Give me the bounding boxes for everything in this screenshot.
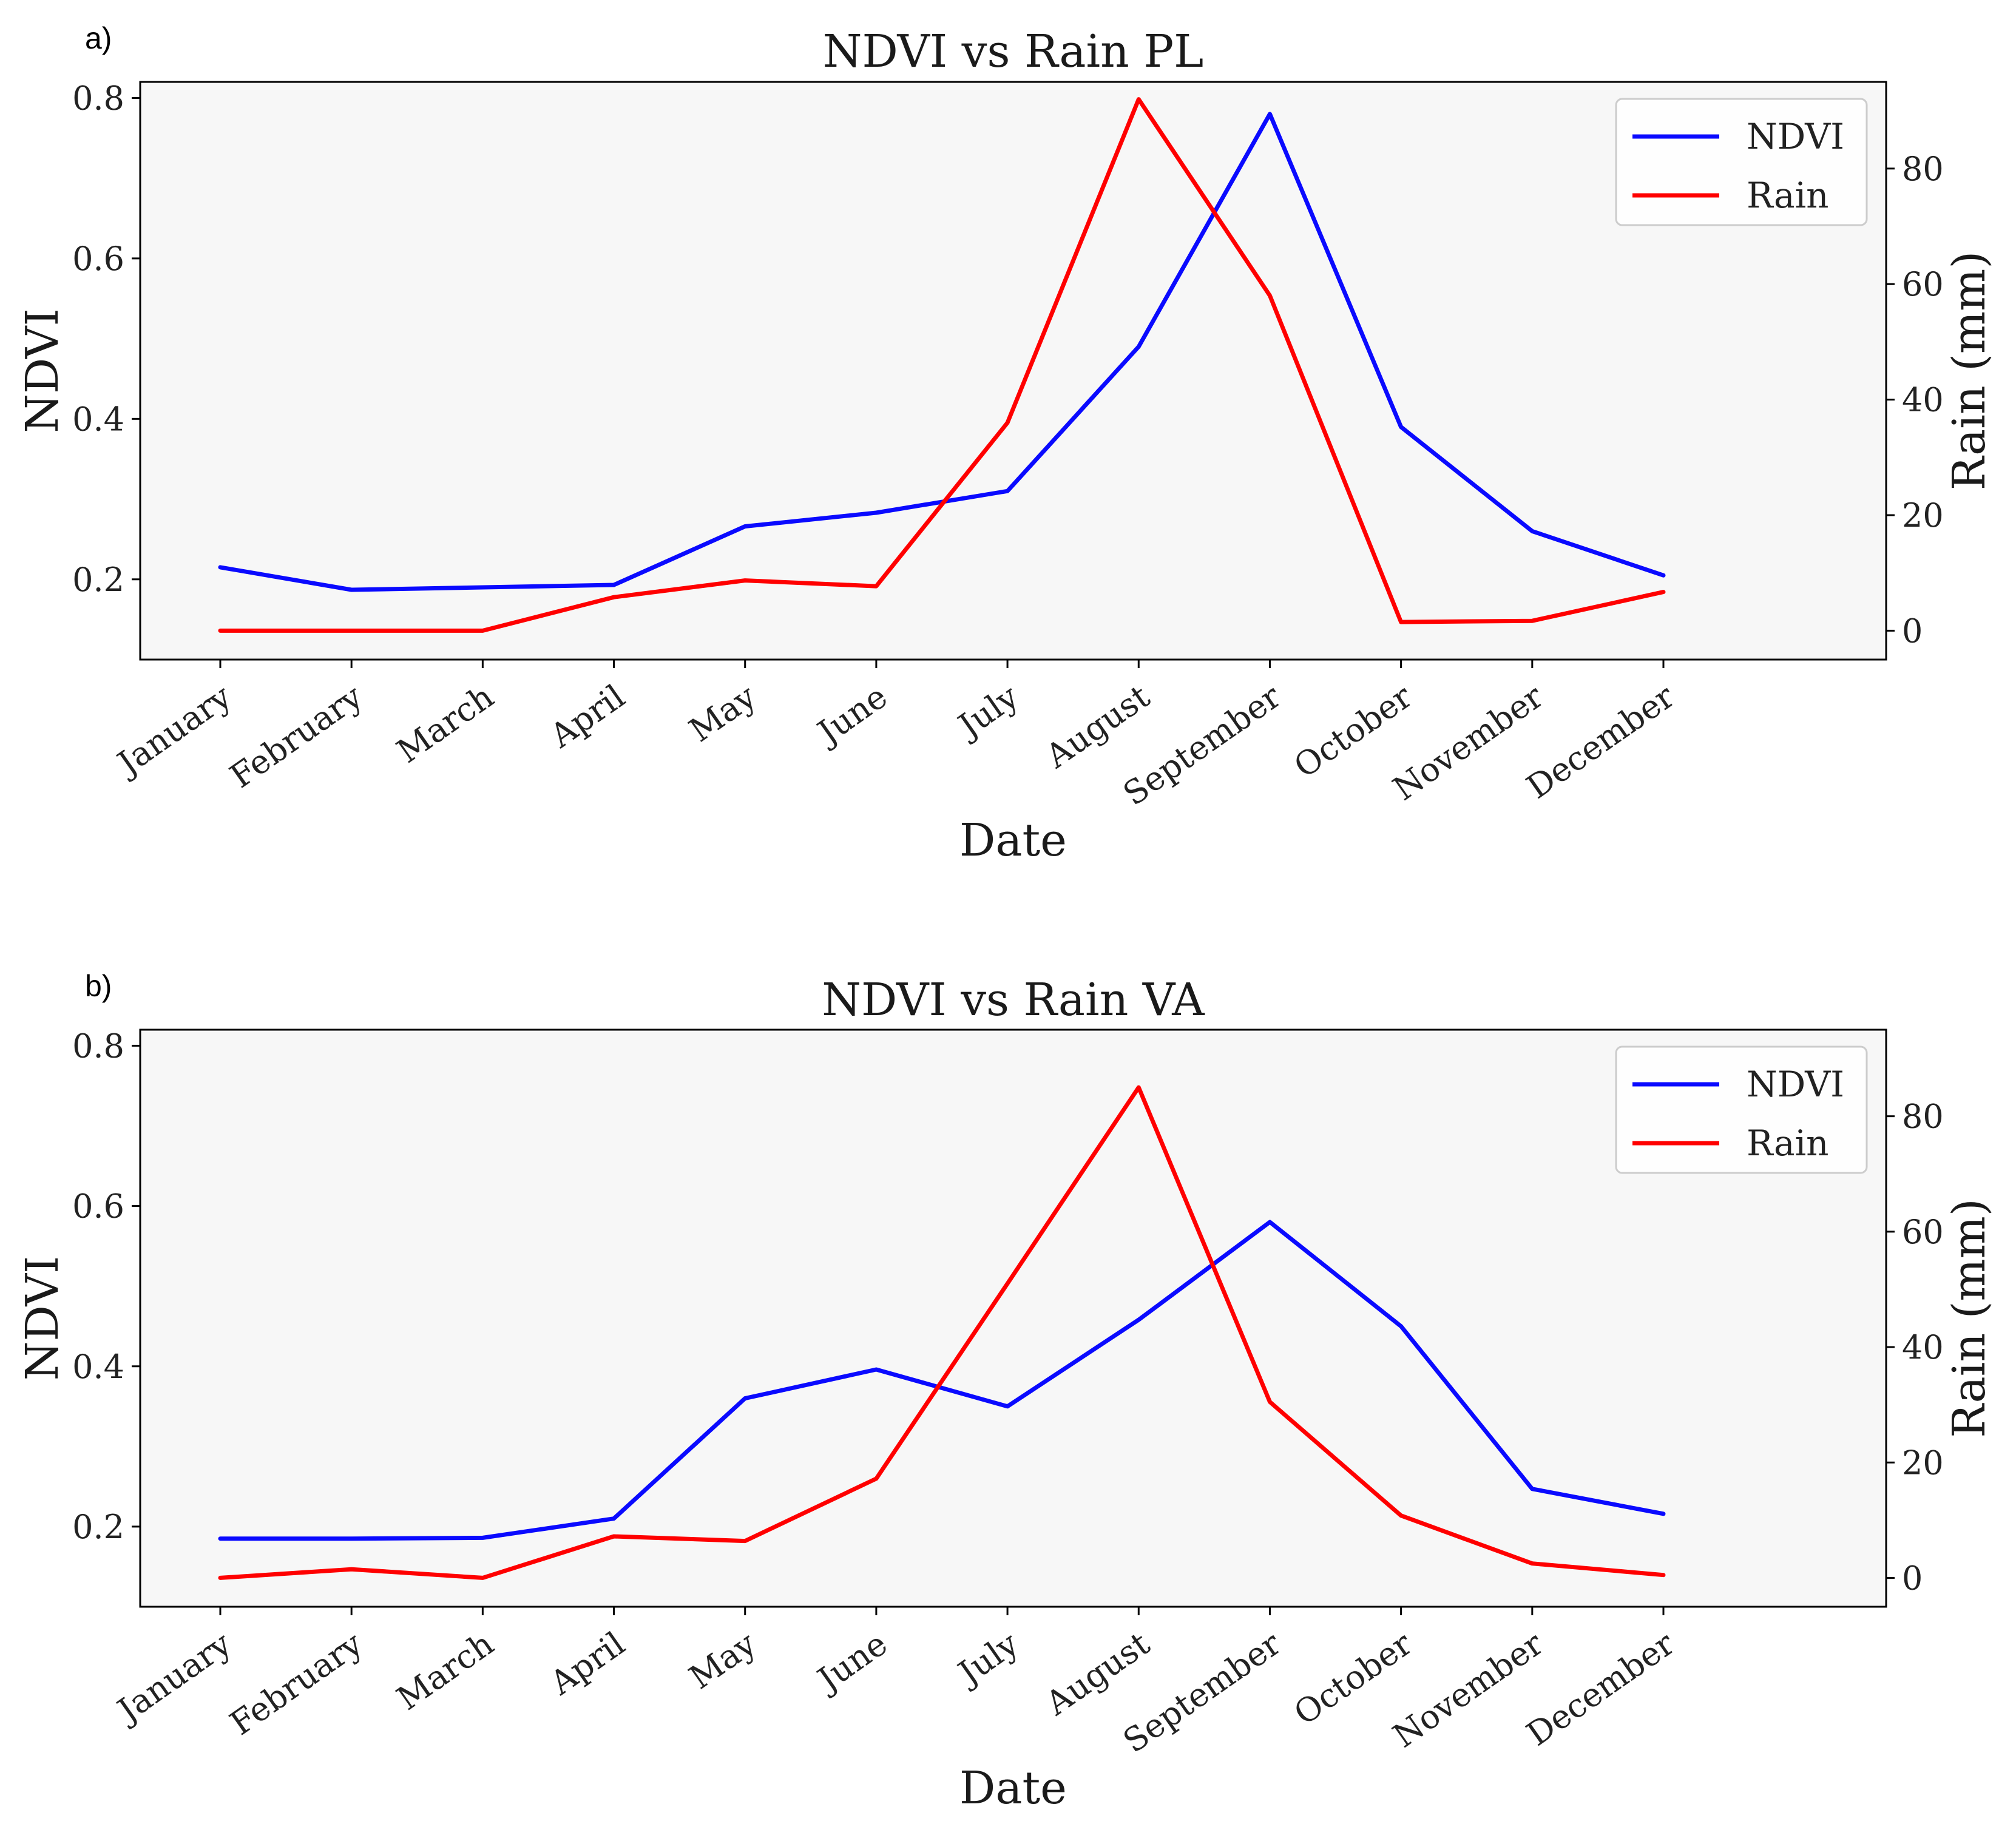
chart-panel-b: b) NDVI vs Rain VA 0.2 0.4 0.6 0.8 0 20 40 60 80 Ja…: [16, 969, 1995, 1814]
x-tick-label: May: [682, 677, 763, 750]
x-tick-label: June: [808, 677, 894, 753]
plot-area: [140, 1030, 1886, 1607]
y-tick-label: 0.6: [72, 240, 124, 278]
y2-tick-label: 20: [1902, 1444, 1944, 1482]
x-tick-label: March: [390, 1624, 501, 1718]
x-tick-label: March: [390, 677, 501, 771]
y2-tick-label: 0: [1902, 1559, 1923, 1597]
series-line-ndvi: [218, 1220, 1666, 1541]
x-tick-label: July: [949, 677, 1026, 747]
y-axis-label: NDVI: [16, 308, 69, 433]
x-tick-label: February: [223, 677, 370, 795]
y-tick-label: 0.8: [72, 79, 124, 117]
y2-tick-label: 40: [1902, 381, 1944, 419]
y2-tick-label: 20: [1902, 496, 1944, 535]
legend: NDVI Rain: [1615, 1045, 1868, 1174]
legend-label-ndvi: NDVI: [1747, 116, 1844, 157]
y2-axis-label: Rain (mm): [1943, 251, 1995, 490]
panel-label: a): [85, 21, 112, 55]
panel-label: b): [85, 969, 112, 1003]
y-tick-label: 0.4: [72, 400, 124, 438]
x-tick-label: November: [1386, 677, 1550, 808]
y-tick-label: 0.4: [72, 1348, 124, 1386]
y2-tick-label: 0: [1902, 612, 1923, 650]
chart-panel-a: a) NDVI vs Rain PL 0.2 0.4 0.6 0.8 0 20 40 60 80 Ja…: [16, 21, 1995, 866]
chart-title: NDVI vs Rain VA: [822, 974, 1205, 1026]
y-tick-label: 0.2: [72, 1508, 124, 1546]
x-tick-label: December: [1520, 1624, 1681, 1754]
series-line-rain: [218, 1085, 1666, 1580]
y2-tick-label: 60: [1902, 1213, 1944, 1251]
axes-frame: [139, 81, 1887, 661]
x-tick-label: July: [949, 1624, 1026, 1694]
plot-area: [140, 82, 1886, 660]
x-tick-label: December: [1520, 677, 1681, 806]
y2-axis-label: Rain (mm): [1943, 1198, 1995, 1437]
axes-frame: [139, 1028, 1887, 1608]
x-axis-label: Date: [959, 1762, 1067, 1814]
y2-tick-label: 80: [1902, 150, 1944, 188]
y2-tick-label: 80: [1902, 1098, 1944, 1136]
series-line-rain: [218, 97, 1666, 633]
x-tick-label: May: [682, 1624, 763, 1697]
y2-tick-label: 60: [1902, 265, 1944, 303]
x-tick-label: June: [808, 1624, 894, 1700]
y-tick-label: 0.2: [72, 561, 124, 599]
x-tick-label: February: [223, 1624, 370, 1743]
x-tick-label: August: [1038, 677, 1157, 776]
legend: NDVI Rain: [1615, 98, 1868, 226]
y-tick-label: 0.6: [72, 1187, 124, 1226]
legend-label-ndvi: NDVI: [1747, 1064, 1844, 1105]
x-tick-label: November: [1386, 1624, 1550, 1755]
x-tick-label: April: [543, 1624, 632, 1703]
x-tick-label: January: [109, 1624, 238, 1731]
y-tick-label: 0.8: [72, 1027, 124, 1065]
legend-label-rain: Rain: [1747, 1123, 1828, 1164]
chart-title: NDVI vs Rain PL: [823, 25, 1204, 78]
y2-tick-label: 40: [1902, 1328, 1944, 1366]
x-tick-label: April: [543, 677, 632, 755]
y-axis-label: NDVI: [16, 1256, 69, 1380]
x-axis-label: Date: [959, 814, 1067, 866]
x-tick-label: August: [1038, 1624, 1157, 1723]
x-tick-label: January: [109, 677, 238, 784]
legend-label-rain: Rain: [1747, 175, 1828, 216]
